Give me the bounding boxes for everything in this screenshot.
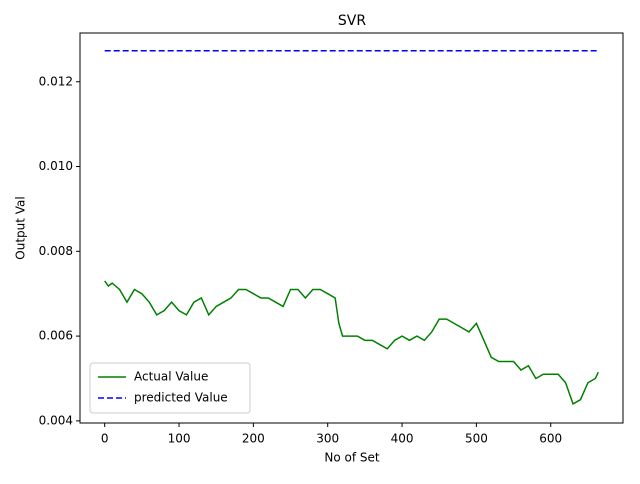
x-tick-label: 300 — [316, 432, 339, 446]
y-tick-label: 0.008 — [39, 244, 73, 258]
y-tick-label: 0.004 — [39, 413, 73, 427]
legend-label: Actual Value — [134, 370, 208, 384]
x-tick-label: 600 — [539, 432, 562, 446]
x-tick-label: 0 — [101, 432, 109, 446]
chart-title: SVR — [338, 13, 366, 29]
y-tick-label: 0.006 — [39, 329, 73, 343]
plot-frame — [79, 32, 624, 424]
x-axis-label: No of Set — [324, 451, 380, 465]
x-tick-label: 400 — [391, 432, 414, 446]
x-tick-label: 200 — [242, 432, 265, 446]
y-tick-label: 0.012 — [39, 74, 73, 88]
y-axis-label: Output Val — [14, 196, 28, 259]
series-line — [104, 280, 599, 406]
y-tick-label: 0.010 — [39, 159, 73, 173]
legend-box — [89, 362, 251, 414]
x-tick-label: 100 — [168, 432, 191, 446]
legend-label: predicted Value — [134, 391, 228, 405]
x-tick-label: 500 — [465, 432, 488, 446]
